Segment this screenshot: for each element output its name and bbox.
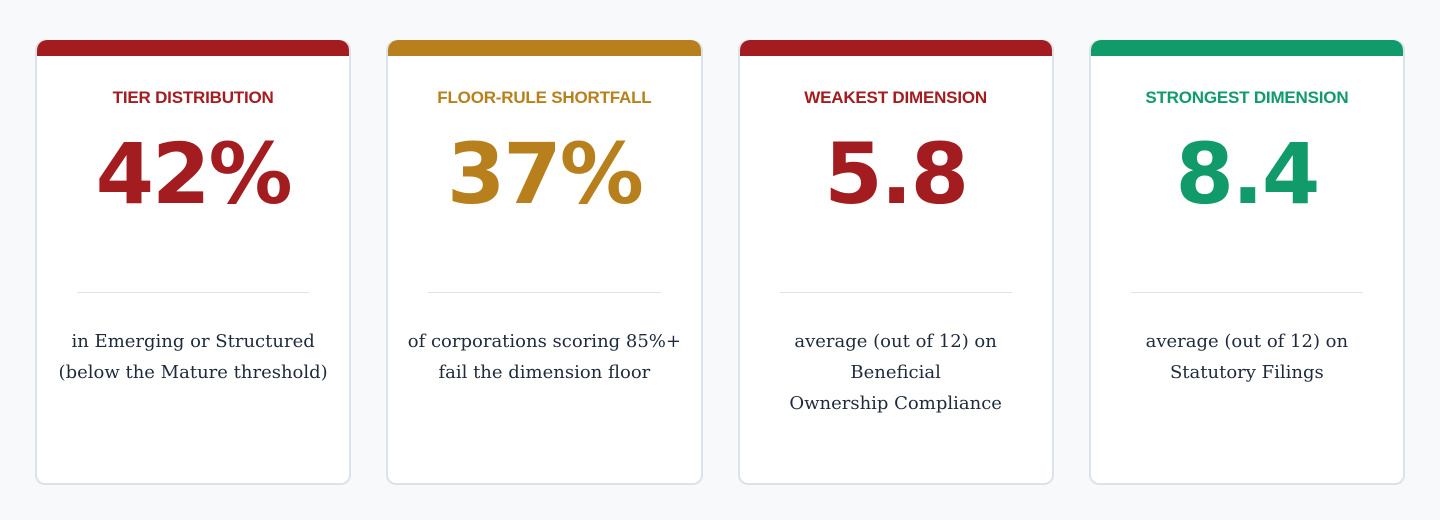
card-accent-bar [37, 40, 350, 56]
card-accent-bar [1090, 40, 1403, 56]
card-description-line: of corporations scoring 85%+ [407, 331, 681, 352]
card-value: 42% [95, 125, 293, 223]
card-description: in Emerging or Structured (below the Mat… [47, 326, 339, 388]
stat-card-tier-distribution: TIER DISTRIBUTION 42% in Emerging or Str… [35, 40, 352, 485]
card-description-line: Ownership Compliance [789, 393, 1002, 414]
card-description-line: average (out of 12) on [1145, 331, 1349, 352]
card-divider [1130, 292, 1363, 293]
stat-card-weakest-dimension: WEAKEST DIMENSION 5.8 average (out of 12… [737, 40, 1054, 485]
card-description: average (out of 12) on Statutory Filings [1101, 326, 1393, 388]
card-label: TIER DISTRIBUTION [112, 88, 274, 107]
card-description-line: in Emerging or Structured [71, 331, 315, 352]
card-accent-bar [388, 40, 701, 56]
card-value: 37% [446, 125, 644, 223]
card-value: 8.4 [1175, 125, 1320, 223]
card-divider [428, 292, 661, 293]
card-label: WEAKEST DIMENSION [804, 88, 987, 107]
card-divider [779, 292, 1012, 293]
card-divider [77, 292, 310, 293]
card-description-line: average (out of 12) on Beneficial [794, 331, 997, 383]
stat-card-floor-rule-shortfall: FLOOR-RULE SHORTFALL 37% of corporations… [386, 40, 703, 485]
card-description-line: fail the dimension floor [438, 362, 651, 383]
stat-cards-row: TIER DISTRIBUTION 42% in Emerging or Str… [35, 40, 1405, 485]
card-value: 5.8 [824, 125, 969, 223]
card-description-line: Statutory Filings [1169, 362, 1324, 383]
card-description: of corporations scoring 85%+ fail the di… [398, 326, 690, 388]
card-label: STRONGEST DIMENSION [1145, 88, 1349, 107]
card-label: FLOOR-RULE SHORTFALL [437, 88, 652, 107]
stat-card-strongest-dimension: STRONGEST DIMENSION 8.4 average (out of … [1088, 40, 1405, 485]
card-description: average (out of 12) on Beneficial Owners… [750, 326, 1042, 419]
card-accent-bar [739, 40, 1052, 56]
card-description-line: (below the Mature threshold) [58, 362, 328, 383]
